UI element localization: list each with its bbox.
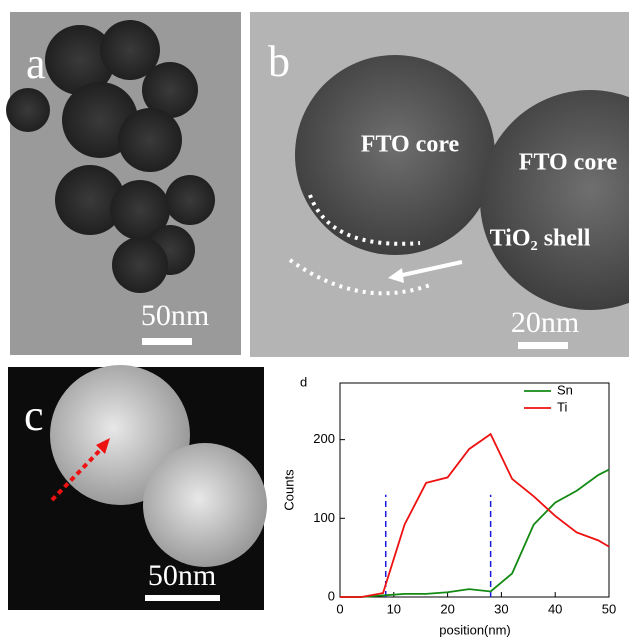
- y-tick-label: 0: [328, 588, 335, 603]
- plot-frame: [340, 383, 609, 597]
- annotation: FTO core: [519, 150, 618, 176]
- scale-label: 50nm: [148, 559, 216, 592]
- annotation: FTO core: [361, 132, 460, 158]
- y-axis-label: Counts: [281, 469, 296, 511]
- scale-bar: [518, 342, 568, 349]
- x-tick-label: 10: [387, 601, 401, 616]
- page: a 50nm b FTO core FTO core TiO₂ shell 20…: [0, 0, 629, 637]
- panel-label: c: [24, 391, 44, 440]
- panel-label: b: [268, 37, 290, 86]
- series-line: [340, 434, 609, 597]
- panel-label: a: [26, 39, 46, 88]
- x-tick-label: 20: [440, 601, 454, 616]
- series-line: [340, 470, 609, 597]
- legend-label: Ti: [557, 399, 567, 414]
- y-tick-label: 200: [313, 431, 335, 446]
- x-tick-label: 40: [548, 601, 562, 616]
- panel-c: c 50nm: [8, 365, 267, 610]
- x-tick-label: 30: [494, 601, 508, 616]
- panel-label: d: [300, 374, 307, 389]
- x-tick-label: 50: [602, 601, 616, 616]
- chart: d position(nm) Counts 0 10 20 30 40 50 0 100 200…: [281, 374, 616, 637]
- panel-b: b FTO core FTO core TiO₂ shell 20nm: [250, 12, 629, 357]
- legend-label: Sn: [557, 382, 573, 397]
- annotation: TiO₂ shell: [490, 226, 591, 252]
- particle: [143, 443, 267, 567]
- scale-label: 50nm: [141, 299, 209, 332]
- panel-a: a 50nm: [6, 12, 241, 355]
- scale-bar: [145, 595, 220, 601]
- x-tick-label: 0: [336, 601, 343, 616]
- y-tick-label: 100: [313, 510, 335, 525]
- scale-bar: [142, 338, 192, 345]
- scale-label: 20nm: [511, 306, 579, 339]
- x-axis-label: position(nm): [439, 622, 511, 637]
- figure: a 50nm b FTO core FTO core TiO₂ shell 20…: [0, 0, 629, 637]
